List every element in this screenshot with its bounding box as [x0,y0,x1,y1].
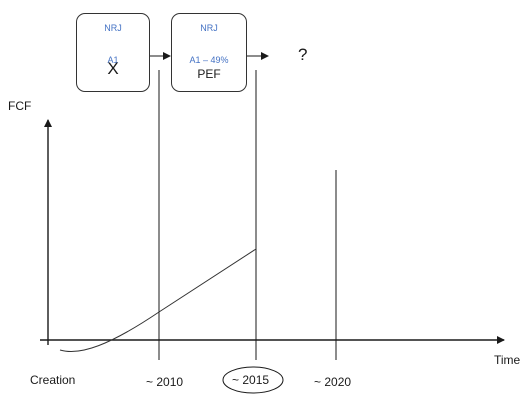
timeline-tick-2010: ~ 2010 [146,375,184,389]
y-axis-label: FCF [8,99,32,113]
x-axis-label: Time [494,353,521,367]
next-stage-question: ? [298,45,308,64]
box2-top-label: NRJ [200,23,218,33]
box1-top-label: NRJ [104,23,122,33]
box2-sub-label: PEF [197,67,221,81]
timeline-tick-2015: ~ 2015 [232,373,270,387]
box2-bottom-label: A1 – 49% [189,55,229,65]
box1-bottom-label: A1 [107,55,119,65]
fcf-curve [59,248,257,353]
stage-box-2: NRJ A1 – 49% PEF [171,13,247,92]
timeline-start-label: Creation [30,373,76,387]
box1-cross-mark: X [107,59,119,78]
stage-box-1: NRJ A1 X [76,13,150,92]
highlight-ellipse-2015 [222,366,284,394]
timeline-tick-2020: ~ 2020 [314,375,352,389]
